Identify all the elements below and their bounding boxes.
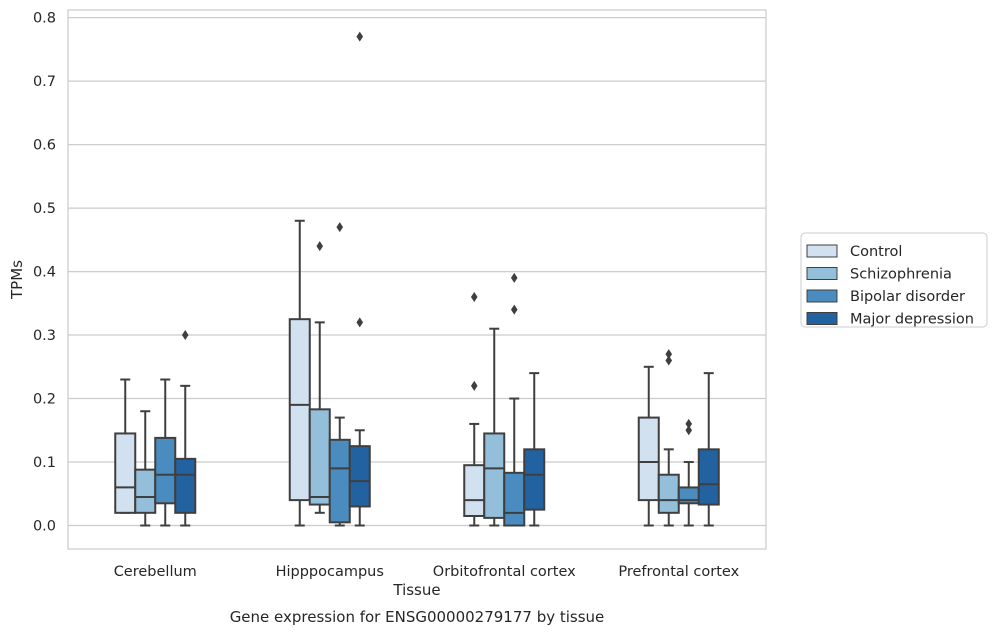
outlier-point [356,317,364,328]
iqr-box [503,471,526,527]
iqr-box [657,473,680,514]
box [134,410,157,527]
y-tick-label: 0.0 [33,519,56,535]
legend-label: Schizophrenia [850,267,952,283]
legend-label: Bipolar disorder [850,289,965,305]
legend-label: Major depression [850,312,974,328]
box [677,418,700,527]
box [523,372,546,527]
legend-swatch [806,244,838,258]
y-tick-label: 0.7 [33,74,56,90]
iqr-box [174,457,197,514]
iqr-box [328,438,351,524]
outlier-point [356,31,364,42]
outlier-point [470,380,478,391]
y-tick-label: 0.6 [33,138,56,154]
legend-swatch [806,312,838,325]
y-tick-label: 0.4 [33,265,56,281]
legend: Control Schizophrenia Bipolar disorder Majo… [800,232,988,328]
y-tick-labels: 0.0 0.1 0.2 0.3 0.4 0.5 0.6 0.7 0.8 [33,11,56,535]
x-tick-label: Orbitofrontal cortex [433,564,576,580]
iqr-box [637,416,660,502]
outlier-point [510,304,518,315]
x-tick-label: Hipppocampus [276,564,384,580]
box [697,372,720,527]
outlier-point [685,418,693,429]
iqr-box [697,448,720,506]
x-axis-label: Tissue [392,581,440,599]
outlier-point [665,355,673,366]
iqr-box [348,445,371,508]
y-tick-label: 0.3 [33,328,56,344]
y-tick-label: 0.8 [33,11,56,27]
iqr-box [308,408,331,506]
box [288,219,311,527]
iqr-box [463,464,486,517]
iqr-box [288,318,311,502]
box [174,330,197,527]
box [114,378,137,514]
chart-title: Gene expression for ENSG00000279177 by t… [230,608,605,626]
iqr-box [483,432,506,519]
box-groups [114,31,720,527]
box [328,222,351,527]
legend-frame [800,232,988,328]
box [463,291,486,527]
legend-swatch [806,289,838,303]
y-tick-label: 0.2 [33,392,56,408]
x-tick-label: Prefrontal cortex [618,564,739,580]
outlier-point [336,222,344,233]
outlier-point [665,349,673,360]
legend-swatch [806,267,838,280]
outlier-point [316,241,324,252]
box [637,365,660,527]
y-axis-label: TPMs [8,260,26,300]
plot-frame [67,9,767,550]
iqr-box [154,436,177,505]
legend-label: Control [850,244,902,260]
x-tick-label: Cerebellum [114,564,197,580]
y-tick-label: 0.5 [33,201,56,217]
outlier-point [181,330,189,341]
outlier-point [510,272,518,283]
x-tick-labels: Cerebellum Hipppocampus Orbitofrontal cort… [114,564,740,580]
iqr-box [114,432,137,514]
iqr-box [134,468,157,514]
y-tick-label: 0.1 [33,455,56,471]
outlier-point [470,291,478,302]
box [348,31,371,527]
outlier-point [685,425,693,436]
iqr-box [523,448,546,511]
